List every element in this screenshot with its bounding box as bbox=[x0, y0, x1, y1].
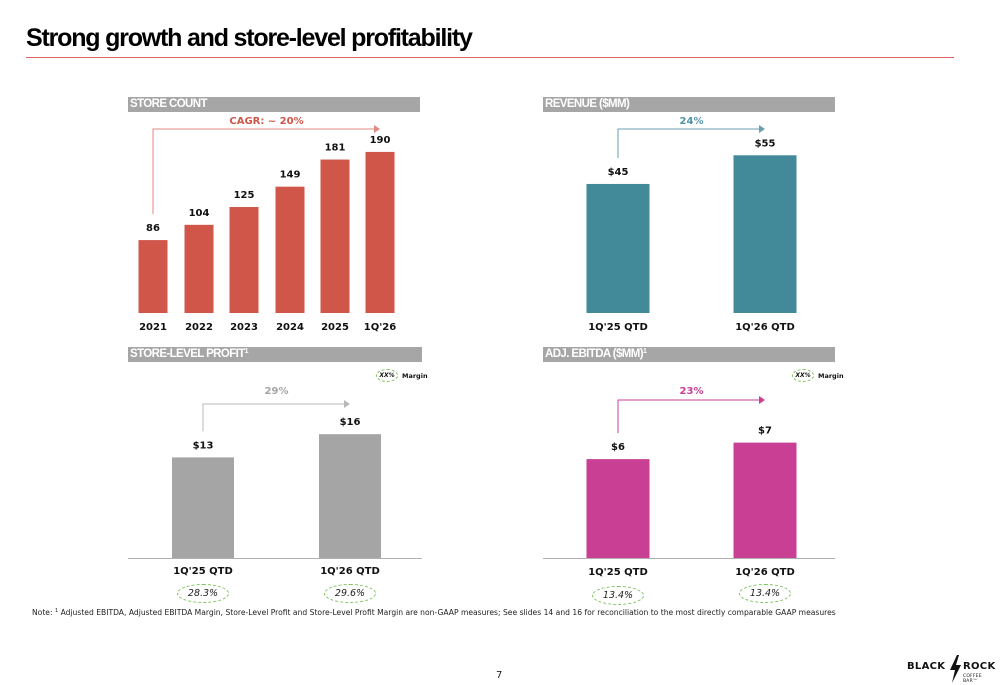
store-count-category-label: 1Q'26 bbox=[364, 322, 396, 333]
lightning-bolt-icon bbox=[950, 655, 961, 683]
adj-ebitda-title: ADJ. EBITDA ($MM) bbox=[545, 348, 644, 360]
store-level-profit-legend: XX% Margin bbox=[376, 369, 428, 382]
store-level-profit-value-label: $13 bbox=[193, 440, 214, 451]
store-count-title: STORE COUNT bbox=[130, 98, 207, 110]
store-level-profit-margin-1q25: 28.3% bbox=[177, 584, 229, 603]
store-level-profit-header: STORE-LEVEL PROFIT1 bbox=[128, 347, 422, 362]
legend-label: Margin bbox=[818, 371, 844, 380]
store-count-growth-arrow bbox=[152, 128, 375, 215]
store-count-growth-label: CAGR: ~ 20% bbox=[229, 116, 303, 127]
revenue-growth-arrowhead bbox=[759, 125, 765, 133]
store-level-profit-bar bbox=[319, 434, 381, 558]
page-title: Strong growth and store-level profitabil… bbox=[26, 24, 473, 52]
footnote-prefix: Note: bbox=[32, 608, 55, 617]
revenue-growth-label: 24% bbox=[680, 116, 704, 127]
adj-ebitda-growth-arrowhead bbox=[759, 396, 765, 404]
revenue-title: REVENUE ($MM) bbox=[545, 98, 630, 110]
store-level-profit-margin-1q26: 29.6% bbox=[324, 584, 376, 603]
revenue-category-label: 1Q'25 QTD bbox=[588, 322, 648, 333]
store-level-profit-growth-arrowhead bbox=[344, 400, 350, 408]
adj-ebitda-chart: $6 1Q'25 QTD $7 1Q'26 QTD 23% bbox=[543, 386, 835, 578]
adj-ebitda-margin-1q26: 13.4% bbox=[739, 584, 791, 603]
store-count-value-label: 86 bbox=[146, 223, 160, 234]
store-count-header: STORE COUNT bbox=[128, 97, 420, 112]
revenue-header: REVENUE ($MM) bbox=[543, 97, 835, 112]
footnote-text: Adjusted EBITDA, Adjusted EBITDA Margin,… bbox=[60, 608, 836, 617]
legend-oval: XX% bbox=[376, 369, 398, 382]
logo-word-rock: ROCK bbox=[963, 661, 996, 672]
adj-ebitda-growth-arrow bbox=[617, 399, 760, 434]
adj-ebitda-footnote-marker: 1 bbox=[642, 348, 647, 355]
store-count-value-label: 190 bbox=[370, 135, 391, 146]
store-count-category-label: 2022 bbox=[185, 322, 213, 333]
store-count-value-label: 149 bbox=[280, 170, 301, 181]
logo-subtitle: COFFEE BAR™ bbox=[963, 674, 982, 684]
store-level-profit-chart: $13 1Q'25 QTD $16 1Q'26 QTD 29% bbox=[128, 386, 422, 577]
store-count-growth-arrowhead bbox=[374, 125, 380, 133]
store-count-value-label: 181 bbox=[325, 143, 346, 154]
revenue-bar bbox=[586, 183, 650, 313]
revenue-value-label: $55 bbox=[755, 138, 776, 149]
store-level-profit-footnote-marker: 1 bbox=[244, 348, 249, 355]
store-level-profit-growth-label: 29% bbox=[265, 386, 289, 397]
adj-ebitda-category-label: 1Q'26 QTD bbox=[735, 567, 795, 578]
store-count-value-label: 125 bbox=[234, 190, 255, 201]
revenue-growth-arrow bbox=[617, 128, 760, 158]
legend-oval: XX% bbox=[792, 369, 814, 382]
adj-ebitda-header: ADJ. EBITDA ($MM)1 bbox=[543, 347, 835, 362]
store-count-bar bbox=[229, 207, 259, 313]
store-count-bar bbox=[138, 240, 168, 313]
adj-ebitda-bar bbox=[586, 459, 650, 558]
title-rule bbox=[26, 57, 954, 58]
store-level-profit-growth-arrow bbox=[202, 403, 345, 432]
store-count-category-label: 2023 bbox=[230, 322, 258, 333]
store-count-bar bbox=[275, 186, 305, 313]
adj-ebitda-legend: XX% Margin bbox=[792, 369, 844, 382]
logo-word-black: BLACK bbox=[907, 661, 946, 672]
adj-ebitda-margin-1q25: 13.4% bbox=[592, 586, 644, 605]
footnote: Note: 1 Adjusted EBITDA, Adjusted EBITDA… bbox=[32, 608, 932, 617]
black-rock-logo: BLACK ROCK COFFEE BAR™ bbox=[907, 655, 997, 685]
adj-ebitda-value-label: $6 bbox=[611, 442, 625, 453]
store-level-profit-title: STORE-LEVEL PROFIT bbox=[130, 348, 245, 360]
store-count-bar bbox=[184, 224, 214, 313]
store-count-category-label: 2021 bbox=[139, 322, 167, 333]
store-level-profit-category-label: 1Q'26 QTD bbox=[320, 566, 380, 577]
store-count-bar bbox=[320, 159, 350, 313]
legend-label: Margin bbox=[402, 371, 428, 380]
adj-ebitda-value-label: $7 bbox=[758, 426, 772, 437]
store-count-bar bbox=[365, 151, 395, 313]
store-count-category-label: 2024 bbox=[276, 322, 304, 333]
store-count-chart: 86 2021 104 2022 125 2023 149 2024 181 2025 190 1Q'… bbox=[138, 116, 396, 333]
store-count-category-label: 2025 bbox=[321, 322, 349, 333]
footnote-marker: 1 bbox=[54, 608, 59, 614]
store-level-profit-bar bbox=[172, 457, 234, 558]
store-level-profit-category-label: 1Q'25 QTD bbox=[173, 566, 233, 577]
adj-ebitda-growth-label: 23% bbox=[680, 386, 704, 397]
store-count-value-label: 104 bbox=[189, 208, 210, 219]
page-number: 7 bbox=[496, 670, 503, 681]
adj-ebitda-bar bbox=[733, 442, 797, 558]
revenue-chart: $45 1Q'25 QTD $55 1Q'26 QTD 24% bbox=[586, 116, 797, 333]
revenue-value-label: $45 bbox=[608, 167, 629, 178]
adj-ebitda-category-label: 1Q'25 QTD bbox=[588, 567, 648, 578]
revenue-category-label: 1Q'26 QTD bbox=[735, 322, 795, 333]
revenue-bar bbox=[733, 155, 797, 313]
store-level-profit-value-label: $16 bbox=[340, 417, 361, 428]
